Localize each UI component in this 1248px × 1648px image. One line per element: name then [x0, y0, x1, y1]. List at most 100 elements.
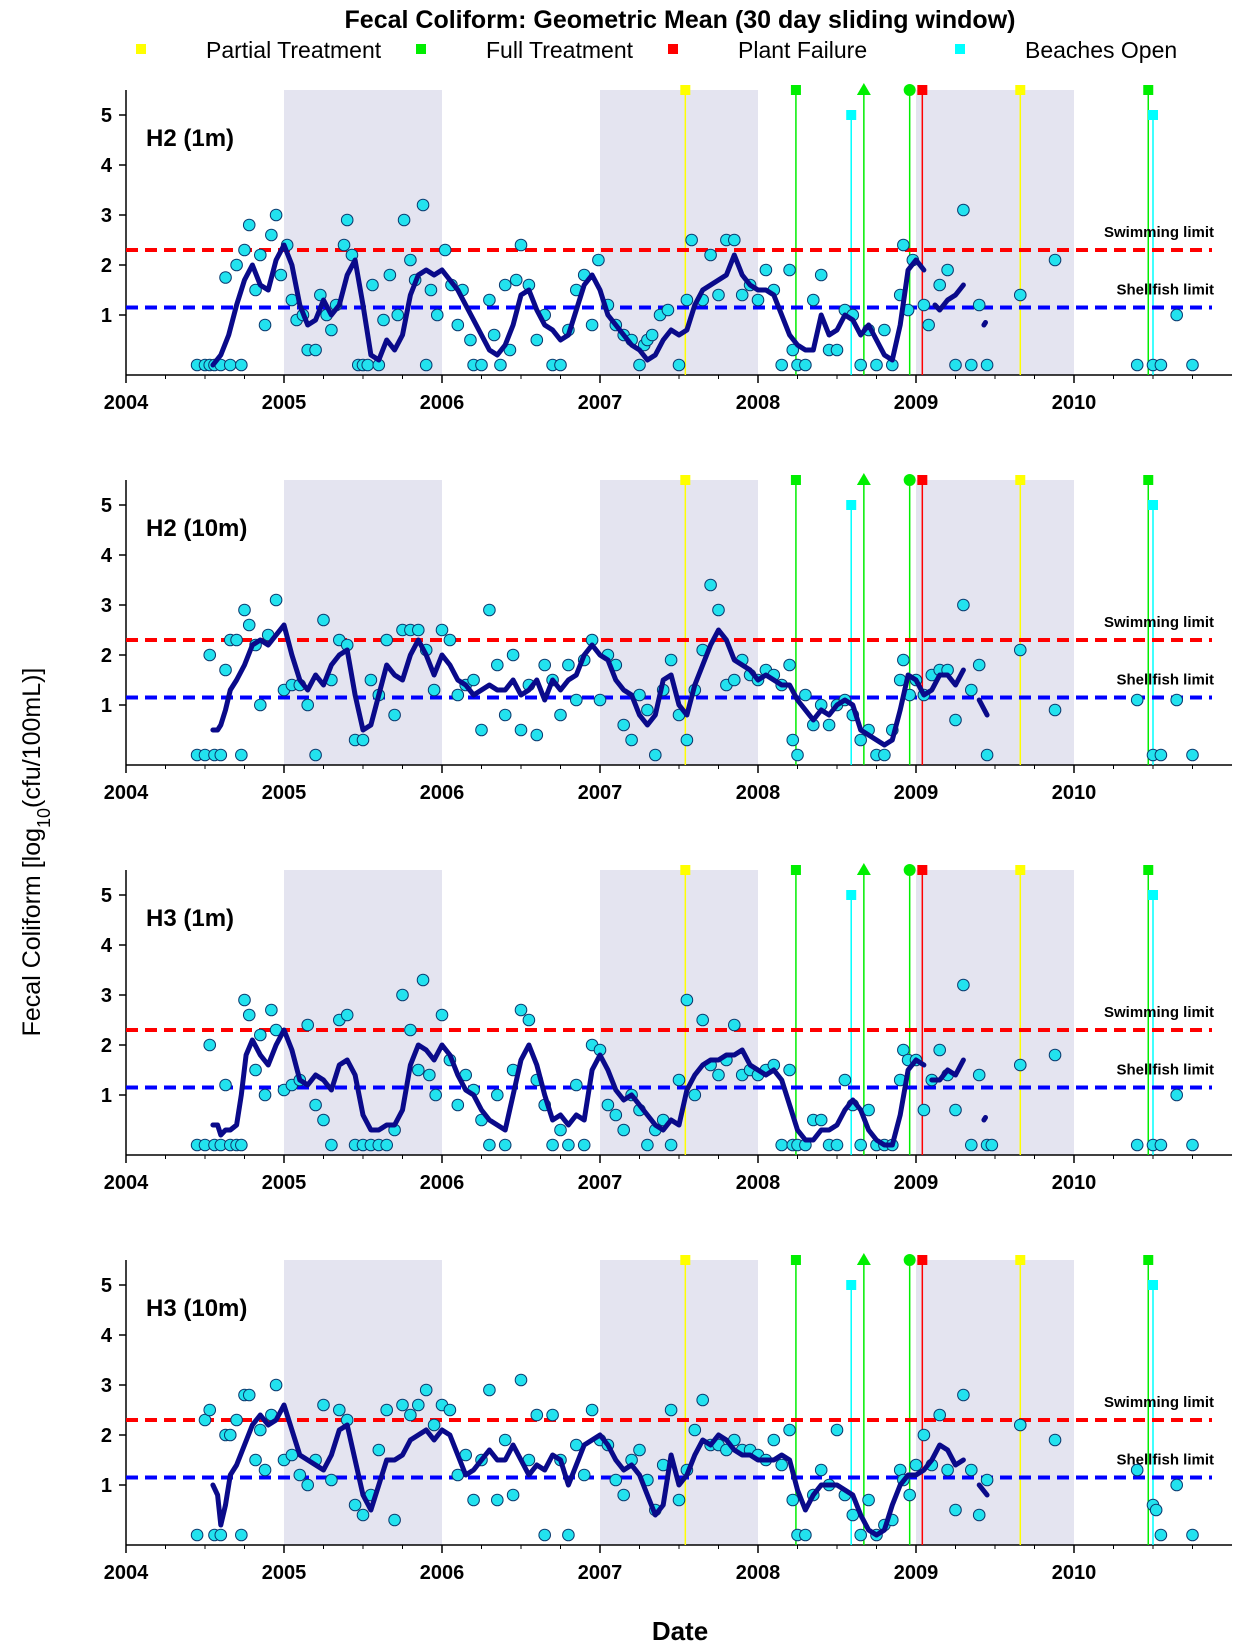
data-point-0-49: [464, 333, 477, 347]
y-axis-title-tail: (cfu/100mL)]: [18, 668, 46, 808]
data-point-3-103: [949, 1503, 962, 1517]
event-marker-4: [903, 864, 916, 876]
y-tick-label-4: 4: [101, 935, 113, 957]
data-point-0-112: [917, 298, 931, 312]
x-tick-label-2010: 2010: [1052, 1562, 1097, 1584]
legend-marker-3: [955, 44, 965, 54]
event-marker-7: [1143, 85, 1154, 95]
data-point-1-95: [897, 653, 910, 667]
data-point-0-116: [949, 358, 962, 372]
event-marker-0: [680, 1255, 691, 1265]
geometric-mean-line-0-3: [981, 320, 988, 328]
data-point-1-92: [878, 748, 891, 762]
data-point-1-79: [783, 658, 796, 672]
x-tick-label-2005: 2005: [262, 392, 307, 414]
data-point-1-55: [593, 693, 607, 707]
geometric-mean-line-1-1: [210, 622, 966, 748]
y-tick-label-1: 1: [101, 305, 112, 327]
data-point-2-12: [253, 1028, 267, 1042]
data-point-0-67: [585, 318, 599, 332]
data-point-2-60: [617, 1123, 631, 1137]
data-point-3-50: [546, 1408, 559, 1422]
geometric-mean-line-0-2: [932, 282, 966, 313]
y-tick-label-2: 2: [101, 1035, 112, 1057]
geometric-mean-line-2-2: [929, 1057, 966, 1083]
data-point-2-63: [641, 1138, 654, 1152]
data-point-2-11: [249, 1063, 262, 1077]
event-marker-2: [846, 110, 857, 120]
data-point-0-96: [799, 358, 812, 372]
data-point-2-106: [965, 1138, 978, 1152]
y-tick-label-3: 3: [101, 205, 112, 227]
data-point-3-66: [672, 1493, 686, 1507]
x-tick-label-2009: 2009: [894, 782, 939, 804]
data-point-1-10: [242, 618, 256, 632]
data-point-1-26: [364, 673, 378, 687]
event-marker-1: [790, 865, 801, 875]
geometric-mean-line-1-2: [976, 697, 990, 718]
data-point-3-79: [775, 1458, 789, 1472]
data-point-1-19: [309, 748, 322, 762]
limit-label-1: Shellfish limit: [1116, 1452, 1214, 1469]
data-point-0-63: [554, 358, 567, 372]
x-tick-label-2005: 2005: [262, 1172, 307, 1194]
data-point-1-112: [1170, 693, 1183, 707]
data-point-1-40: [475, 723, 488, 737]
data-point-0-22: [309, 343, 322, 357]
data-point-2-81: [783, 1063, 796, 1077]
data-point-1-105: [972, 658, 986, 672]
limit-label-1: Shellfish limit: [1116, 1062, 1214, 1079]
data-point-1-80: [786, 733, 800, 747]
data-point-3-85: [814, 1463, 828, 1477]
event-marker-5: [917, 1255, 928, 1265]
event-marker-8: [1148, 890, 1158, 900]
data-point-2-53: [562, 1138, 575, 1152]
data-point-0-13: [258, 318, 272, 332]
data-point-0-83: [704, 248, 717, 262]
data-point-1-20: [317, 613, 330, 627]
data-point-0-81: [685, 233, 698, 247]
data-point-2-36: [429, 1088, 442, 1102]
data-point-0-51: [475, 358, 488, 372]
limit-label-1: Shellfish limit: [1116, 672, 1214, 689]
data-point-2-107: [972, 1068, 986, 1082]
shaded-period-2: [916, 870, 1074, 1155]
y-tick-label-1: 1: [101, 695, 112, 717]
y-tick-label-4: 4: [101, 155, 113, 177]
data-point-2-69: [688, 1088, 702, 1102]
x-tick-label-2007: 2007: [578, 1562, 623, 1584]
legend: Partial Treatment Full Treatment Plant Fai…: [136, 37, 1177, 63]
data-point-0-90: [759, 263, 773, 277]
x-tick-label-2007: 2007: [578, 782, 623, 804]
event-marker-6: [1015, 865, 1026, 875]
data-point-2-45: [498, 1138, 512, 1152]
data-point-3-40: [467, 1493, 480, 1507]
data-point-1-35: [435, 623, 449, 637]
y-tick-label-3: 3: [101, 1375, 112, 1397]
data-point-2-9: [238, 993, 251, 1007]
data-point-3-49: [538, 1528, 552, 1542]
x-tick-label-2009: 2009: [894, 392, 939, 414]
data-point-1-108: [1048, 703, 1062, 717]
data-point-1-52: [570, 693, 583, 707]
data-point-2-70: [696, 1013, 710, 1027]
data-point-2-110: [1013, 1058, 1027, 1072]
data-point-2-80: [775, 1138, 789, 1152]
data-point-3-105: [965, 1463, 978, 1477]
data-point-3-1: [198, 1413, 212, 1427]
data-point-0-106: [878, 323, 891, 337]
data-point-2-100: [917, 1103, 931, 1117]
data-point-3-23: [333, 1403, 346, 1417]
data-point-2-20: [309, 1098, 322, 1112]
data-point-2-66: [664, 1138, 678, 1152]
data-point-3-10: [242, 1388, 256, 1402]
x-tick-label-2008: 2008: [736, 1172, 781, 1194]
data-point-3-68: [688, 1423, 702, 1437]
x-tick-label-2004: 2004: [104, 1562, 149, 1584]
data-point-3-26: [356, 1508, 370, 1522]
geometric-mean-line-3-2: [976, 1482, 990, 1498]
data-point-2-72: [712, 1068, 725, 1082]
event-marker-5: [917, 85, 928, 95]
data-point-2-14: [265, 1003, 278, 1017]
data-point-3-11: [249, 1453, 262, 1467]
